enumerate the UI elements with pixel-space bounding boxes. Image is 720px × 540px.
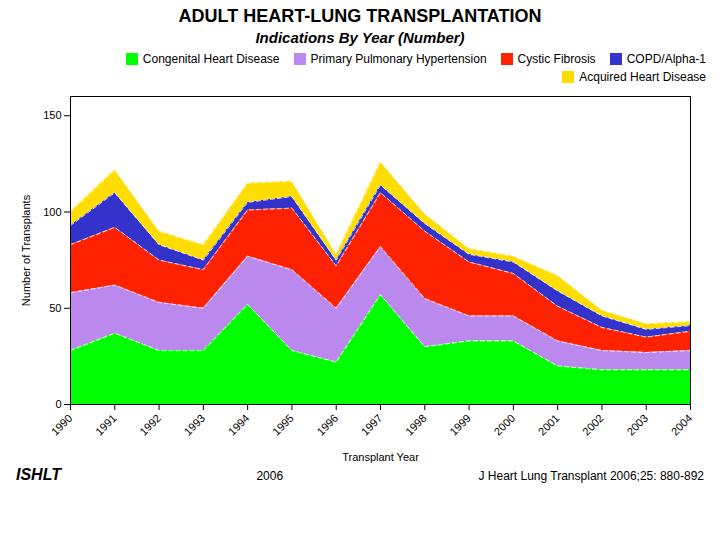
html-text:J Heart Lung Transplant 2006;2: J Heart Lung Transplant 2006;25: 880-892: [478, 469, 704, 483]
html-text:ISHLT: ISHLT: [16, 466, 61, 483]
svg-text:2000: 2000: [491, 412, 517, 438]
svg-text:1993: 1993: [181, 412, 207, 438]
svg-text:150: 150: [43, 109, 61, 121]
html-text:Acquired Heart Disease: Acquired Heart Disease: [579, 70, 706, 84]
svg-text:Number of Transplants: Number of Transplants: [20, 194, 32, 306]
svg-text:1996: 1996: [314, 412, 340, 438]
html-text:2006: 2006: [256, 469, 284, 483]
svg-text:1991: 1991: [93, 412, 119, 438]
svg-text:1997: 1997: [359, 412, 385, 438]
html-text:Cystic Fibrosis: Cystic Fibrosis: [517, 52, 596, 66]
svg-text:1992: 1992: [137, 412, 163, 438]
svg-text:100: 100: [43, 206, 61, 218]
svg-text:1998: 1998: [403, 412, 429, 438]
svg-text:50: 50: [49, 302, 61, 314]
svg-text:2002: 2002: [580, 412, 606, 438]
html-text:COPD/Alpha-1: COPD/Alpha-1: [626, 52, 706, 66]
svg-text:1994: 1994: [226, 412, 252, 438]
html-text:Indications By Year (Number): Indications By Year (Number): [255, 29, 465, 46]
svg-text:Transplant Year: Transplant Year: [342, 451, 419, 463]
html-text:ADULT HEART-LUNG TRANSPLANTATI: ADULT HEART-LUNG TRANSPLANTATION: [178, 6, 542, 26]
svg-text:2004: 2004: [669, 412, 695, 438]
svg-text:1990: 1990: [49, 412, 75, 438]
svg-text:1995: 1995: [270, 412, 296, 438]
html-text:Congenital Heart Disease: Congenital Heart Disease: [142, 52, 280, 66]
svg-text:2001: 2001: [536, 412, 562, 438]
html-text:Primary Pulmonary Hypertension: Primary Pulmonary Hypertension: [310, 52, 487, 66]
svg-text:2003: 2003: [624, 412, 650, 438]
svg-text:1999: 1999: [447, 412, 473, 438]
svg-text:0: 0: [55, 398, 61, 410]
